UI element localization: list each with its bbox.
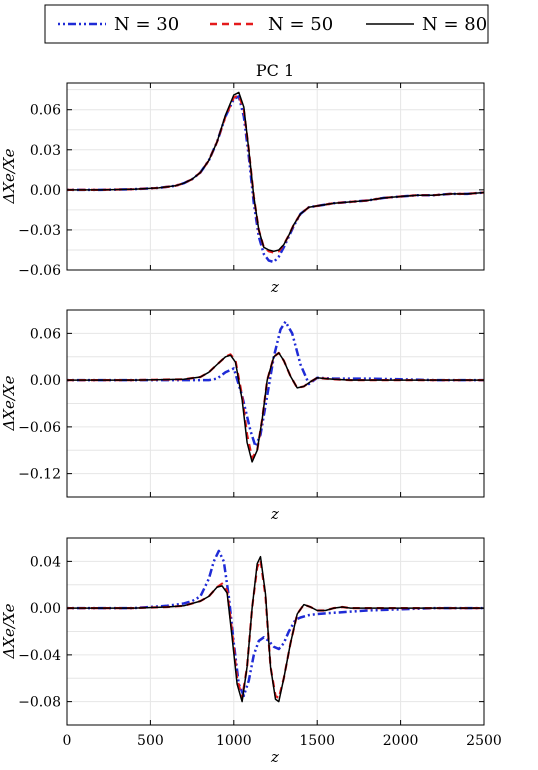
- legend: N = 30 N = 50 N = 80: [44, 4, 489, 44]
- panel-1-series: [67, 91, 484, 264]
- y-tick-label: −0.03: [18, 223, 61, 239]
- x-tick-label: 1000: [216, 733, 252, 749]
- panel-1-yticks: −0.06 −0.03 0.00 0.03 0.06: [18, 103, 484, 279]
- legend-label-n30: N = 30: [114, 14, 179, 35]
- panel-3-series: [67, 549, 484, 703]
- x-tick-label: 1500: [299, 733, 335, 749]
- legend-label-n50: N = 50: [268, 14, 333, 35]
- panel-3: −0.08−0.040.000.04 0 500 1000 1500 2000 2500 …: [0, 537, 502, 766]
- series-line-n=50: [67, 351, 484, 460]
- series-line-n=30: [67, 320, 484, 448]
- panel-2-xlabel: z: [270, 505, 279, 523]
- panel-3-xticks: 0 500 1000 1500 2000 2500: [63, 538, 502, 749]
- y-tick-label: 0.00: [30, 373, 61, 389]
- series-line-n=80: [67, 555, 484, 703]
- y-tick-label: −0.08: [18, 695, 61, 711]
- panel-1-grid: [66, 83, 485, 271]
- panel-1-frame: [66, 82, 485, 271]
- y-tick-label: 0.06: [30, 326, 61, 342]
- series-line-n=30: [67, 95, 484, 264]
- y-tick-label: −0.06: [18, 420, 61, 436]
- x-tick-label: 2500: [466, 733, 502, 749]
- legend-label-n80: N = 80: [422, 14, 487, 35]
- legend-box: [44, 4, 489, 44]
- panel-1-xticks: [66, 83, 485, 270]
- y-tick-label: 0.03: [30, 143, 61, 159]
- panel-2-series: [67, 320, 484, 463]
- y-tick-label: 0.00: [30, 183, 61, 199]
- y-tick-label: 0.04: [30, 554, 61, 570]
- series-line-n=50: [67, 93, 484, 254]
- x-tick-label: 0: [63, 733, 72, 749]
- series-line-n=50: [67, 559, 484, 700]
- panel-1-title: PC 1: [256, 61, 294, 80]
- y-tick-label: 0.00: [30, 601, 61, 617]
- panel-3-yticks: −0.08 −0.04 0.00 0.04: [18, 554, 484, 711]
- panel-1-xlabel: z: [270, 278, 279, 296]
- panel-2: −0.12 −0.06 0.00 0.06 z ΔXe/Xe: [0, 309, 485, 523]
- panel-3-frame: [66, 537, 485, 726]
- series-line-n=30: [67, 549, 484, 698]
- panel-3-xlabel: z: [270, 748, 279, 766]
- panel-2-grid: [66, 309, 485, 498]
- panel-2-frame: [66, 309, 485, 498]
- y-tick-label: −0.06: [18, 263, 61, 279]
- panel-1: PC 1 −0.06 −0.03 0.00 0.03 0.06 z ΔXe/Xe: [0, 61, 485, 296]
- y-tick-label: 0.06: [30, 103, 61, 119]
- y-tick-label: −0.12: [18, 467, 61, 483]
- series-line-n=80: [67, 91, 484, 253]
- series-line-n=80: [67, 352, 484, 463]
- panel-3-ylabel: ΔXe/Xe: [0, 603, 18, 659]
- panel-1-ylabel: ΔXe/Xe: [0, 148, 18, 204]
- panel-2-ylabel: ΔXe/Xe: [0, 375, 18, 431]
- x-tick-label: 500: [137, 733, 164, 749]
- x-tick-label: 2000: [383, 733, 419, 749]
- panel-2-yticks: −0.12 −0.06 0.00 0.06: [18, 326, 484, 483]
- y-tick-label: −0.04: [18, 648, 61, 664]
